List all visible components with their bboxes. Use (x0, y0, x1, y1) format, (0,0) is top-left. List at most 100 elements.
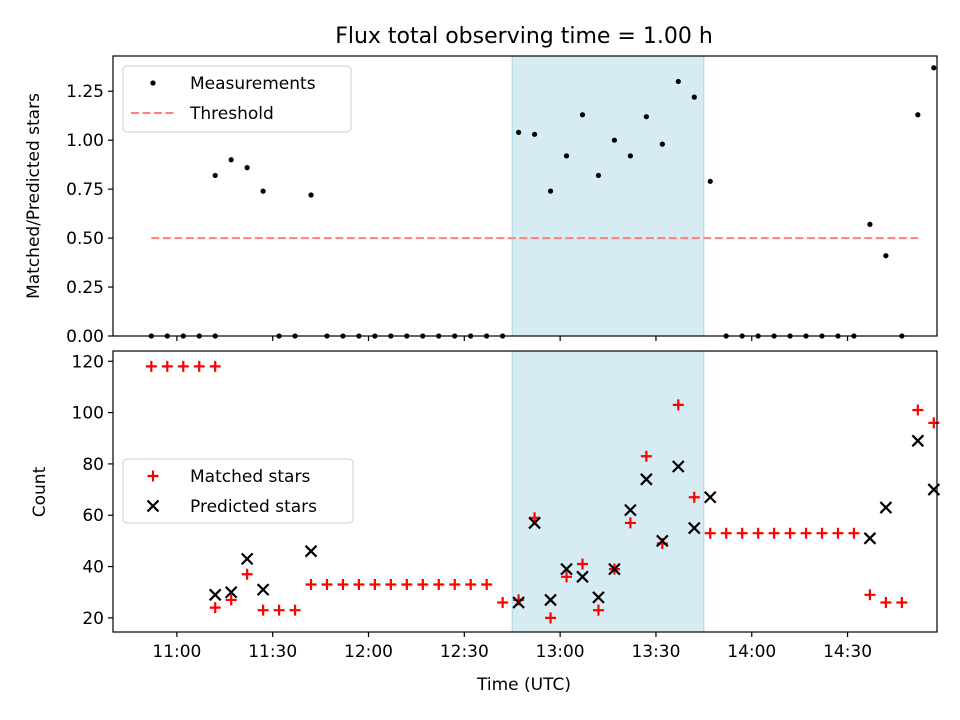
matched-stars-point (353, 579, 365, 591)
measurement-point (260, 188, 266, 194)
matched-stars-point (592, 604, 604, 616)
matched-stars-point (497, 596, 509, 608)
matched-stars-point (848, 527, 860, 539)
predicted-stars-point (304, 544, 318, 558)
count-panel: 20 40 60 80 100 120 11:00 11:30 12:00 12:30 13:00 1… (72, 350, 941, 662)
matched-stars-point (321, 579, 333, 591)
matched-stars-point (864, 589, 876, 601)
count-ytick-label: 120 (72, 352, 104, 372)
count-ytick-label: 60 (82, 506, 104, 526)
matched-stars-point (640, 450, 652, 462)
legend-label: Measurements (190, 74, 316, 94)
predicted-stars-point (624, 503, 637, 517)
matched-stars-point (784, 527, 796, 539)
matched-stars-point (225, 594, 237, 606)
count-xtick-label: 12:00 (344, 642, 393, 662)
legend-label: Threshold (189, 104, 274, 124)
measurement-point (643, 114, 649, 120)
matched-stars-point (576, 558, 588, 570)
predicted-stars-point (528, 516, 541, 530)
predicted-stars-point (560, 562, 573, 576)
predicted-stars-point (256, 583, 270, 596)
count-legend: Matched stars Predicted stars (122, 458, 354, 524)
measurement-point (531, 131, 538, 137)
matched-stars-point (305, 579, 317, 591)
measurement-point (867, 221, 873, 227)
count-axes-frame (112, 350, 938, 633)
matched-stars-point (241, 568, 253, 580)
predicted-stars-point (208, 588, 222, 602)
measurement-point (212, 172, 218, 179)
predicted-stars-point (863, 532, 877, 545)
matched-stars-point (481, 579, 493, 591)
predicted-stars-point (576, 570, 589, 584)
matched-stars-point (161, 360, 173, 372)
matched-stars-point (337, 579, 349, 591)
matched-stars-point (401, 579, 413, 591)
measurement-point (595, 172, 602, 179)
count-xtick-label: 13:30 (631, 642, 680, 662)
measurement-point (611, 137, 618, 143)
matched-stars-point (688, 491, 700, 503)
matched-stars-point (449, 579, 461, 591)
matched-stars-point (257, 604, 269, 616)
legend-measurements-marker (150, 80, 156, 86)
matched-stars-point (880, 596, 892, 608)
ratio-shaded-interval (512, 56, 704, 336)
predicted-stars-point (656, 534, 669, 548)
matched-stars-point (465, 579, 477, 591)
predicted-stars-point (224, 585, 238, 599)
ratio-ytick-label: 1.00 (66, 131, 104, 151)
predicted-stars-point (544, 593, 557, 607)
matched-stars-point (145, 360, 157, 372)
count-xtick-label: 14:00 (727, 642, 776, 662)
matched-stars-point (672, 399, 684, 411)
ratio-panel: 0.00 0.25 0.50 0.75 1.00 1.25 Measurements Thre… (66, 55, 938, 347)
measurement-point (563, 153, 570, 159)
matched-stars-point (433, 579, 445, 591)
matched-stars-point (720, 527, 732, 539)
predicted-stars-point (911, 434, 925, 448)
matched-stars-point (561, 571, 573, 583)
count-ytick-label: 20 (82, 609, 104, 629)
matched-stars-point (624, 517, 636, 529)
predicted-stars-point (687, 521, 701, 535)
matched-stars-point (273, 604, 285, 616)
count-ytick-label: 40 (82, 558, 104, 578)
ratio-axes-frame (112, 55, 938, 337)
ratio-panel-ylabel: Matched/Predicted stars (24, 93, 44, 299)
legend-matched-marker (147, 470, 159, 482)
count-xtick-label: 12:30 (440, 642, 489, 662)
ratio-ytick-label: 0.50 (66, 229, 104, 249)
ratio-ytick-label: 0.00 (66, 327, 104, 347)
matched-stars-point (832, 527, 844, 539)
predicted-stars-point (640, 473, 653, 486)
count-legend-box (122, 458, 354, 524)
matched-stars-point (816, 527, 828, 539)
measurement-point (308, 192, 314, 198)
ratio-legend-box (122, 65, 352, 133)
matched-stars-point (209, 602, 221, 614)
matched-stars-point (912, 404, 924, 416)
ratio-ytick-label: 1.25 (66, 82, 104, 102)
matched-stars-point (193, 360, 205, 372)
count-xtick-label: 13:00 (536, 642, 585, 662)
count-panel-ylabel: Count (30, 466, 50, 517)
measurement-point (915, 112, 921, 118)
measurement-point (244, 165, 250, 171)
measurement-point (883, 253, 889, 259)
legend-label: Matched stars (190, 467, 310, 487)
matched-stars-point (369, 579, 381, 591)
count-panel-xlabel: Time (UTC) (476, 675, 571, 695)
measurement-point (516, 129, 522, 135)
matched-stars-point (177, 360, 189, 372)
matched-stars-point (704, 527, 716, 539)
matched-stars-point (752, 527, 764, 539)
count-ytick-label: 100 (72, 404, 104, 424)
matched-stars-point (800, 527, 812, 539)
matched-stars-point (289, 604, 301, 616)
predicted-stars-point (672, 460, 685, 473)
count-ytick-label: 80 (82, 455, 104, 475)
matched-stars-point (545, 612, 557, 624)
predicted-stars-point (240, 552, 254, 566)
